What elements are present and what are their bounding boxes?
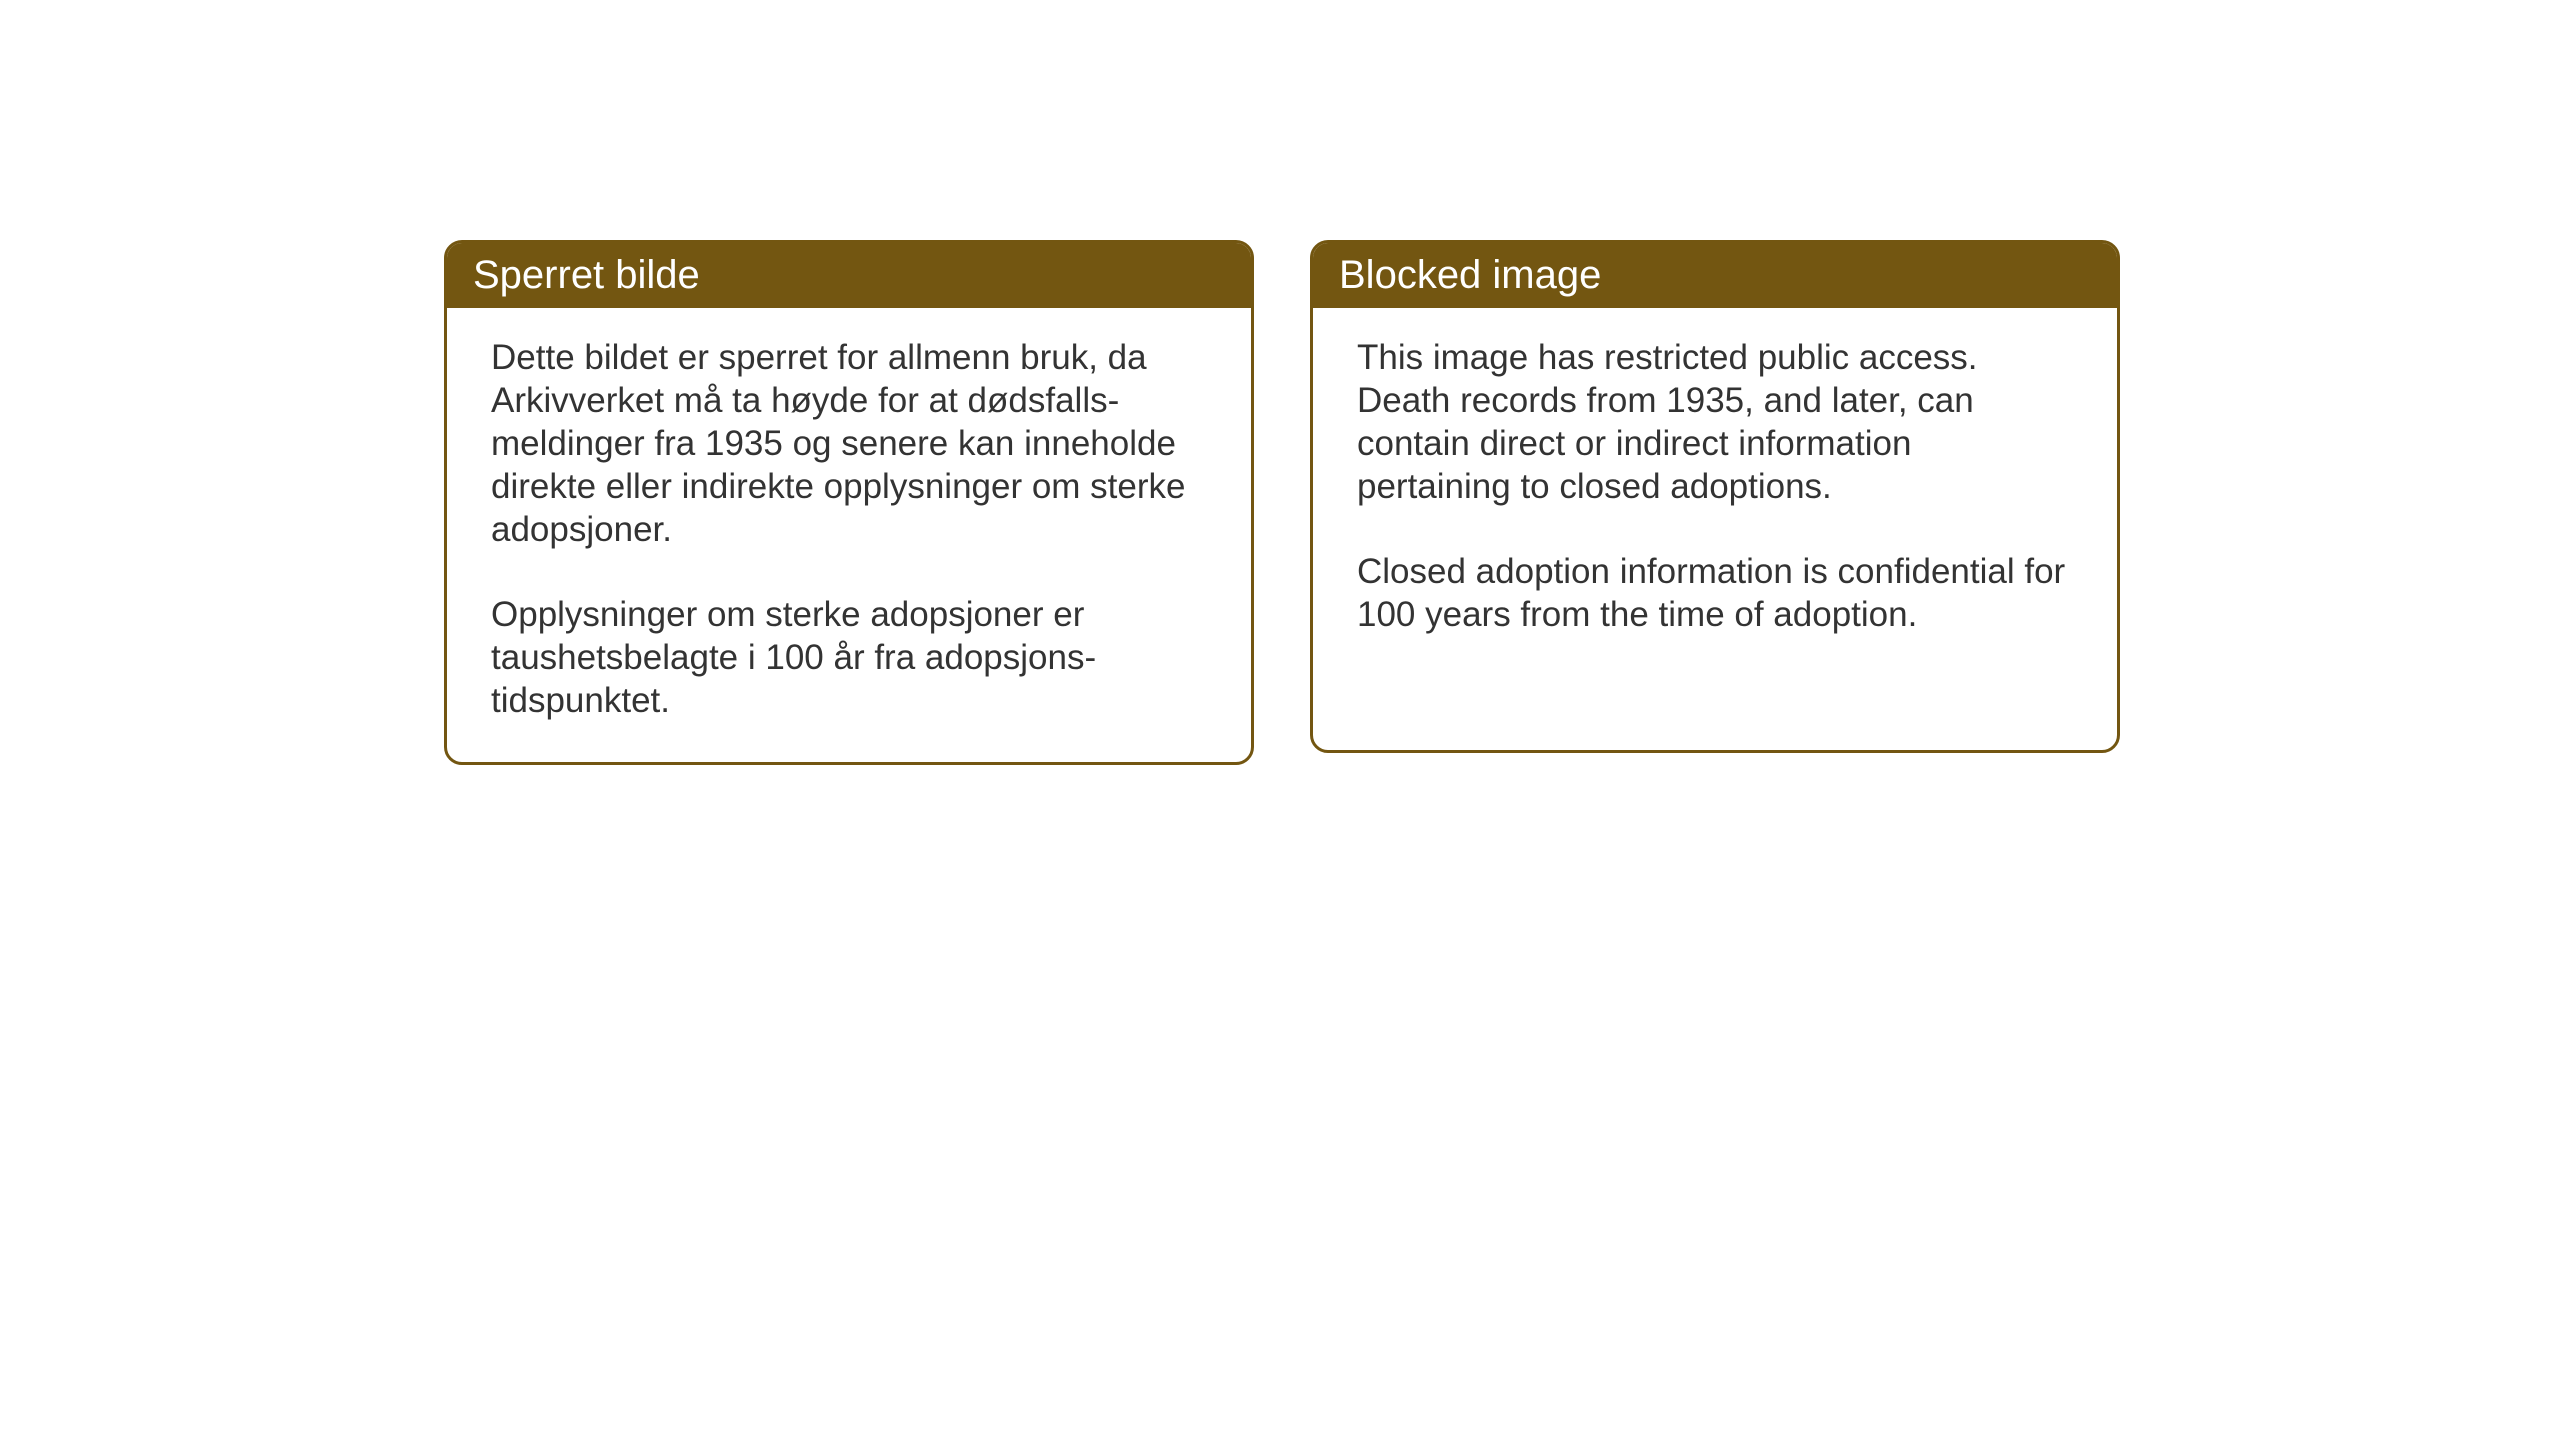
- card-title-norwegian: Sperret bilde: [473, 253, 700, 297]
- card-header-norwegian: Sperret bilde: [447, 243, 1251, 308]
- notice-card-norwegian: Sperret bilde Dette bildet er sperret fo…: [444, 240, 1254, 765]
- card-title-english: Blocked image: [1339, 253, 1601, 297]
- notice-card-english: Blocked image This image has restricted …: [1310, 240, 2120, 753]
- card-body-norwegian: Dette bildet er sperret for allmenn bruk…: [447, 308, 1251, 762]
- card-header-english: Blocked image: [1313, 243, 2117, 308]
- notice-container: Sperret bilde Dette bildet er sperret fo…: [444, 240, 2120, 765]
- card-paragraph1-english: This image has restricted public access.…: [1357, 336, 2073, 508]
- card-paragraph2-norwegian: Opplysninger om sterke adopsjoner er tau…: [491, 593, 1207, 722]
- card-paragraph1-norwegian: Dette bildet er sperret for allmenn bruk…: [491, 336, 1207, 551]
- card-paragraph2-english: Closed adoption information is confident…: [1357, 550, 2073, 636]
- card-body-english: This image has restricted public access.…: [1313, 308, 2117, 676]
